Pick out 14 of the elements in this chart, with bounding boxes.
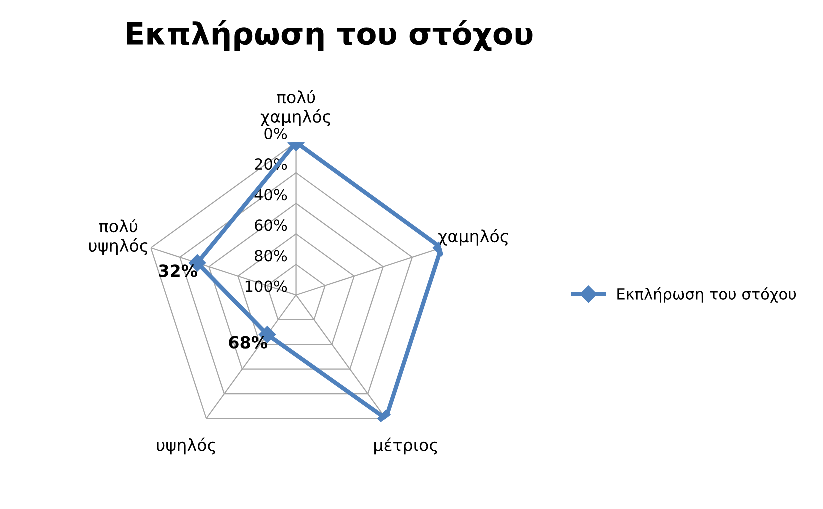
data-label: 32% [159, 264, 198, 278]
y-tick-label: 0% [264, 128, 288, 140]
chart-title: Εκπλήρωση του στόχου [127, 20, 533, 52]
y-tick-label: 40% [254, 189, 288, 201]
data-label: 68% [229, 336, 268, 349]
spoke-label: πολύ χαμηλός [260, 90, 330, 126]
spoke-label: μέτριος [374, 438, 438, 455]
spoke-label: πολύ υψηλός [89, 219, 148, 256]
spoke-label: υψηλός [157, 438, 216, 455]
y-tick-label: 80% [255, 250, 288, 262]
y-tick-label: 100% [246, 280, 288, 292]
legend-label: Εκπλήρωση του στόχου [618, 288, 796, 303]
y-tick-label: 60% [255, 220, 288, 232]
spoke-label: χαμηλός [438, 229, 508, 246]
